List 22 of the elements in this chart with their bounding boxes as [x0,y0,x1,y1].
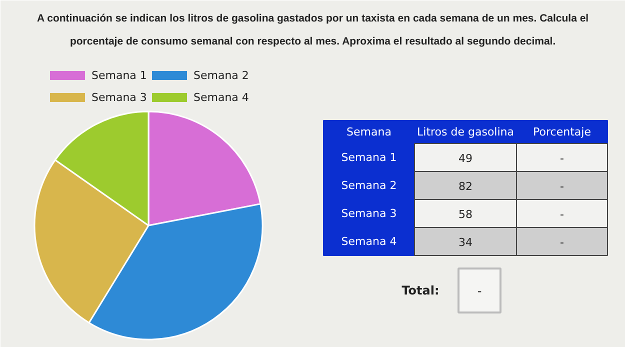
data-label: 49 [458,152,472,165]
data-label: 34 [458,236,472,249]
text: - [560,180,564,193]
data-label: 58 [458,208,472,221]
text: - [560,208,564,221]
legend-label: Semana 4 [194,91,249,104]
text: A continuación se indican los litros de gasolina gastados por un taxista en cada semana de un mes. Calcula el porcentaje de consumo semanal con respecto al mes. Aproxima el resultado al segundo decimal. [37,12,589,48]
text: Total: [402,284,440,298]
category-label: Semana 3 [341,207,397,220]
category-label: Semana 2 [341,179,397,192]
text: Litros de gasolina [417,126,514,138]
data-label: 82 [458,180,472,193]
legend-label: Semana 3 [92,91,147,104]
text: - [560,152,564,165]
text: - [560,236,564,249]
text: Semana [346,126,392,138]
legend-label: Semana 1 [92,69,147,82]
text: Porcentaje [533,126,592,138]
legend-label: Semana 2 [194,69,249,82]
category-label: Semana 1 [341,151,397,164]
text: - [477,284,482,298]
category-label: Semana 4 [341,235,397,248]
